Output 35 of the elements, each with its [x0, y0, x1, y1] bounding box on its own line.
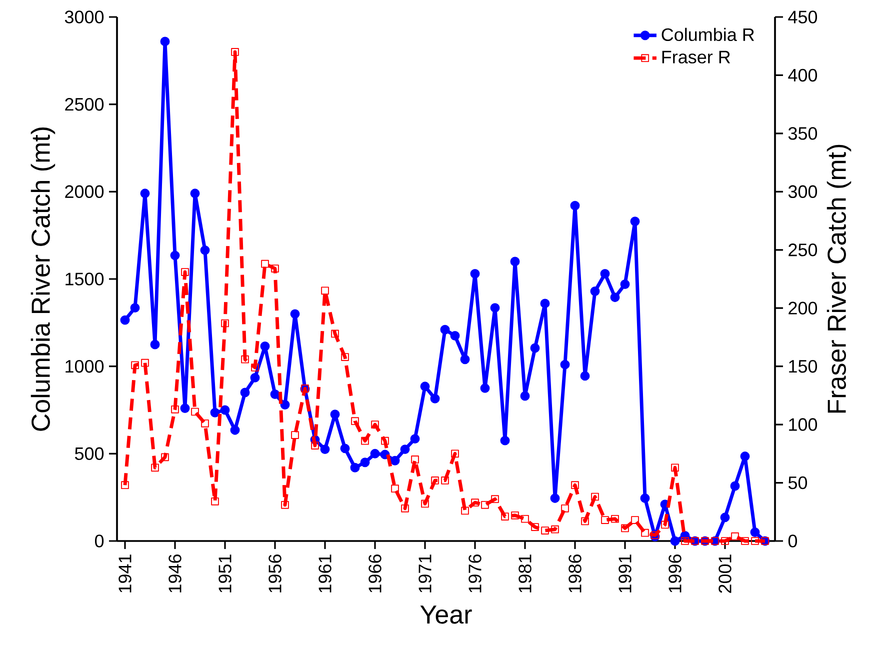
legend-label: Columbia R: [662, 28, 754, 42]
x-tick-label: 1971: [418, 554, 432, 592]
y2-tick-label: 450: [788, 10, 818, 24]
y-tick-label: 500: [74, 447, 104, 460]
y2-tick-label: 50: [788, 476, 808, 490]
y2-tick-label: 350: [788, 127, 818, 140]
y2-tick-label: 300: [788, 185, 818, 198]
x-tick-label: 1976: [468, 554, 482, 592]
y-tick-label: 1500: [66, 272, 104, 286]
y2-tick-label: 200: [788, 302, 818, 314]
x-tick-label: 1986: [568, 554, 582, 592]
x-tick-label: 1956: [268, 554, 282, 592]
x-axis-title: Year: [420, 606, 472, 624]
y-tick-label: 1000: [66, 360, 104, 373]
x-tick-label: 1996: [668, 554, 682, 592]
x-tick-label: 1941: [118, 554, 132, 592]
y2-tick-label: 400: [788, 68, 818, 82]
y-tick-label: 2500: [65, 98, 104, 111]
x-tick-label: 1951: [218, 554, 232, 592]
x-tick-label: 1991: [618, 554, 632, 592]
x-tick-label: 1961: [318, 554, 332, 592]
y-tick-label: 3000: [64, 10, 104, 24]
x-tick-label: 1946: [168, 554, 182, 592]
y2-tick-label: 250: [788, 244, 818, 256]
legend-label: Fraser R: [662, 50, 730, 64]
y2-tick-label: 150: [789, 360, 818, 373]
y2-tick-label: 0: [788, 534, 798, 548]
y2-tick-label: 100: [789, 418, 818, 431]
y-tick-label: 0: [94, 534, 104, 548]
y2-axis-title: Fraser River Catch (mt): [826, 144, 852, 413]
x-tick-label: 1981: [518, 554, 532, 592]
y-tick-label: 2000: [65, 185, 104, 198]
x-tick-label: 2001: [718, 554, 732, 593]
x-tick-label: 1966: [368, 554, 382, 592]
y-axis-title: Columbia River Catch (mt): [30, 128, 56, 431]
